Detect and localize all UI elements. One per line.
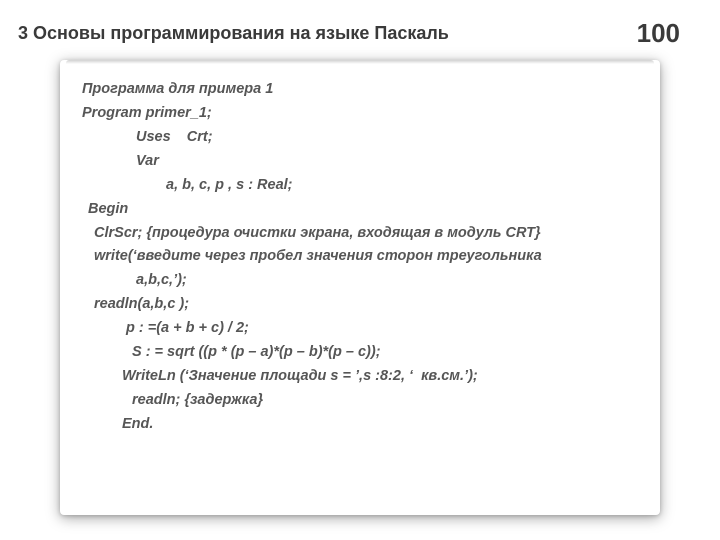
code-text: a,b,c,’); — [94, 269, 638, 293]
code-line: readln; {задержка} — [82, 389, 638, 413]
code-line: Uses Crt; — [82, 126, 638, 150]
code-line: Program primer_1; — [82, 102, 638, 126]
code-line: readln(a,b,c ); — [82, 293, 638, 317]
code-line: ClrScr; {процедура очистки экрана, входя… — [82, 222, 638, 246]
code-line: write(‘введите через пробел значения сто… — [82, 245, 638, 293]
code-line: Begin — [82, 198, 638, 222]
page-header: 3 Основы программирования на языке Паска… — [0, 0, 720, 59]
code-line: WriteLn (‘Значение площади s = ’,s :8:2,… — [82, 365, 638, 389]
code-line: p : =(a + b + c) / 2; — [82, 317, 638, 341]
code-text: write(‘введите через пробел значения сто… — [94, 248, 542, 264]
code-line: Программа для примера 1 — [82, 78, 638, 102]
code-line: a, b, c, p , s : Real; — [82, 174, 638, 198]
code-line: S : = sqrt ((p * (p – a)*(p – b)*(p – c)… — [82, 341, 638, 365]
code-line: Var — [82, 150, 638, 174]
code-line: End. — [82, 413, 638, 437]
chapter-title: 3 Основы программирования на языке Паска… — [18, 23, 449, 44]
page-number: 100 — [637, 18, 680, 49]
code-panel: Программа для примера 1 Program primer_1… — [60, 60, 660, 515]
